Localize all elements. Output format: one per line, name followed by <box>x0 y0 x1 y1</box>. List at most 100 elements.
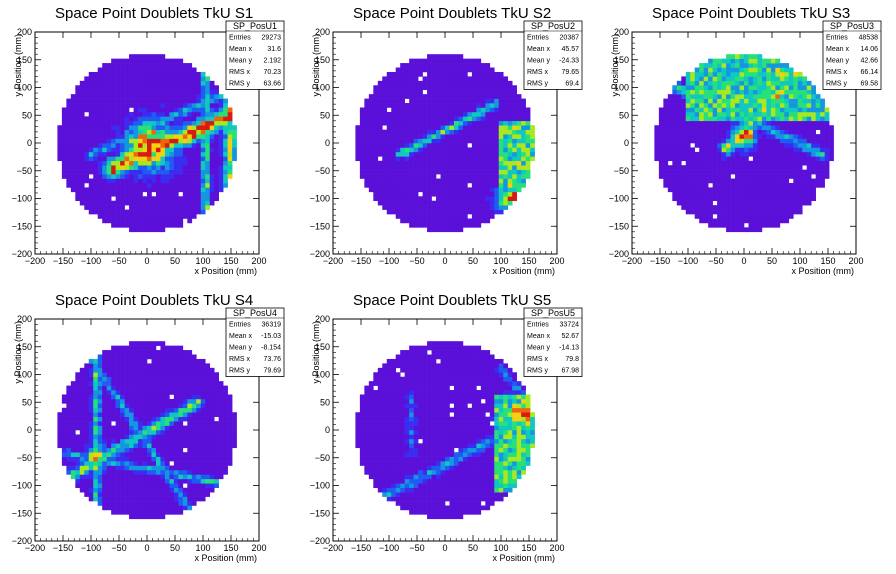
heatmap-cell <box>70 421 76 426</box>
heatmap-cell <box>386 80 392 86</box>
heatmap-cell <box>391 94 397 99</box>
heatmap-cell <box>744 58 749 64</box>
heatmap-cell <box>120 143 125 148</box>
heatmap-cell <box>138 227 143 233</box>
heatmap-cell <box>730 116 736 122</box>
heatmap-cell <box>735 214 740 219</box>
heatmap-cell <box>413 182 419 188</box>
heatmap-cell <box>797 125 803 130</box>
heatmap-cell <box>431 63 437 68</box>
heatmap-cell <box>79 103 85 108</box>
heatmap-cell <box>516 103 522 108</box>
heatmap-cell <box>431 129 437 135</box>
heatmap-cell <box>223 129 228 135</box>
heatmap-cell <box>93 443 99 449</box>
heatmap-cell <box>115 67 121 73</box>
heatmap-cell <box>66 116 72 122</box>
heatmap-cell <box>147 514 152 520</box>
heatmap-cell <box>739 76 745 82</box>
heatmap-cell <box>797 178 803 184</box>
heatmap-cell <box>386 116 392 122</box>
heatmap-cell <box>115 187 121 193</box>
heatmap-cell <box>377 187 383 193</box>
heatmap-cell <box>730 120 736 126</box>
heatmap-cell <box>79 129 85 135</box>
heatmap-cell <box>75 447 81 453</box>
heatmap-cell <box>61 421 67 426</box>
heatmap-cell <box>106 412 112 417</box>
heatmap-cell <box>775 200 781 206</box>
heatmap-cell <box>761 138 767 144</box>
heatmap-cell <box>427 103 432 108</box>
heatmap-cell <box>70 403 76 409</box>
heatmap-cell <box>84 425 90 431</box>
plot-title: Space Point Doublets TkU S1 <box>55 5 253 22</box>
heatmap-cell <box>102 76 107 82</box>
heatmap-cell <box>436 94 441 99</box>
heatmap-cell <box>84 147 90 153</box>
heatmap-cell <box>494 71 500 77</box>
heatmap-cell <box>93 367 99 373</box>
heatmap-cell <box>151 129 157 135</box>
heatmap-cell <box>400 129 405 135</box>
heatmap-cell <box>431 85 437 91</box>
heatmap-cell <box>458 222 464 228</box>
heatmap-cell <box>227 156 233 162</box>
heatmap-cell <box>70 160 76 166</box>
heatmap-cell <box>133 94 139 99</box>
heatmap-cell <box>690 196 696 202</box>
heatmap-cell <box>196 129 202 135</box>
heatmap-cell <box>708 196 713 202</box>
heatmap-cell <box>155 143 161 148</box>
heatmap-cell <box>142 434 148 440</box>
heatmap-cell <box>770 222 776 228</box>
heatmap-cell <box>84 407 90 413</box>
heatmap-cell <box>703 160 709 166</box>
heatmap-cell <box>418 222 423 228</box>
heatmap-cell <box>147 120 152 126</box>
heatmap-cell <box>699 214 704 219</box>
heatmap-cell <box>178 218 184 224</box>
heatmap-cell <box>218 103 224 108</box>
heatmap-cell <box>712 107 718 113</box>
heatmap-cell <box>178 222 184 228</box>
heatmap-cell <box>436 120 441 126</box>
heatmap-cell <box>84 447 90 453</box>
heatmap-cell <box>752 120 758 126</box>
heatmap-cell <box>489 191 495 197</box>
heatmap-cell <box>453 71 459 77</box>
heatmap-cell <box>124 354 130 360</box>
heatmap-cell <box>218 120 224 126</box>
heatmap-cell <box>436 209 441 215</box>
heatmap-cell <box>124 191 130 197</box>
heatmap-cell <box>512 134 517 139</box>
heatmap-cell <box>824 116 830 122</box>
heatmap-cell <box>409 67 414 73</box>
heatmap-cell <box>391 165 397 170</box>
heatmap-cell <box>489 138 495 144</box>
heatmap-cell <box>471 169 477 175</box>
heatmap-cell <box>214 138 219 144</box>
heatmap-cell <box>480 191 486 197</box>
heatmap-cell <box>413 205 419 210</box>
heatmap-cell <box>712 85 718 91</box>
heatmap-cell <box>93 376 99 382</box>
heatmap-cell <box>784 138 790 144</box>
heatmap-cell <box>111 452 116 457</box>
heatmap-cell <box>391 200 397 206</box>
heatmap-cell <box>404 205 410 210</box>
heatmap-cell <box>93 363 99 369</box>
heatmap-cell <box>708 147 713 153</box>
heatmap-cell <box>440 125 446 130</box>
heatmap-cell <box>462 89 468 95</box>
heatmap-cell <box>169 103 175 108</box>
heatmap-cell <box>699 218 704 224</box>
heatmap-cell <box>182 111 188 117</box>
heatmap-cell <box>368 98 374 104</box>
heatmap-cell <box>712 129 718 135</box>
heatmap-cell <box>739 205 745 210</box>
heatmap-cell <box>404 134 410 139</box>
heatmap-cell <box>111 214 116 219</box>
heatmap-cell <box>507 129 513 135</box>
heatmap-cell <box>138 407 143 413</box>
